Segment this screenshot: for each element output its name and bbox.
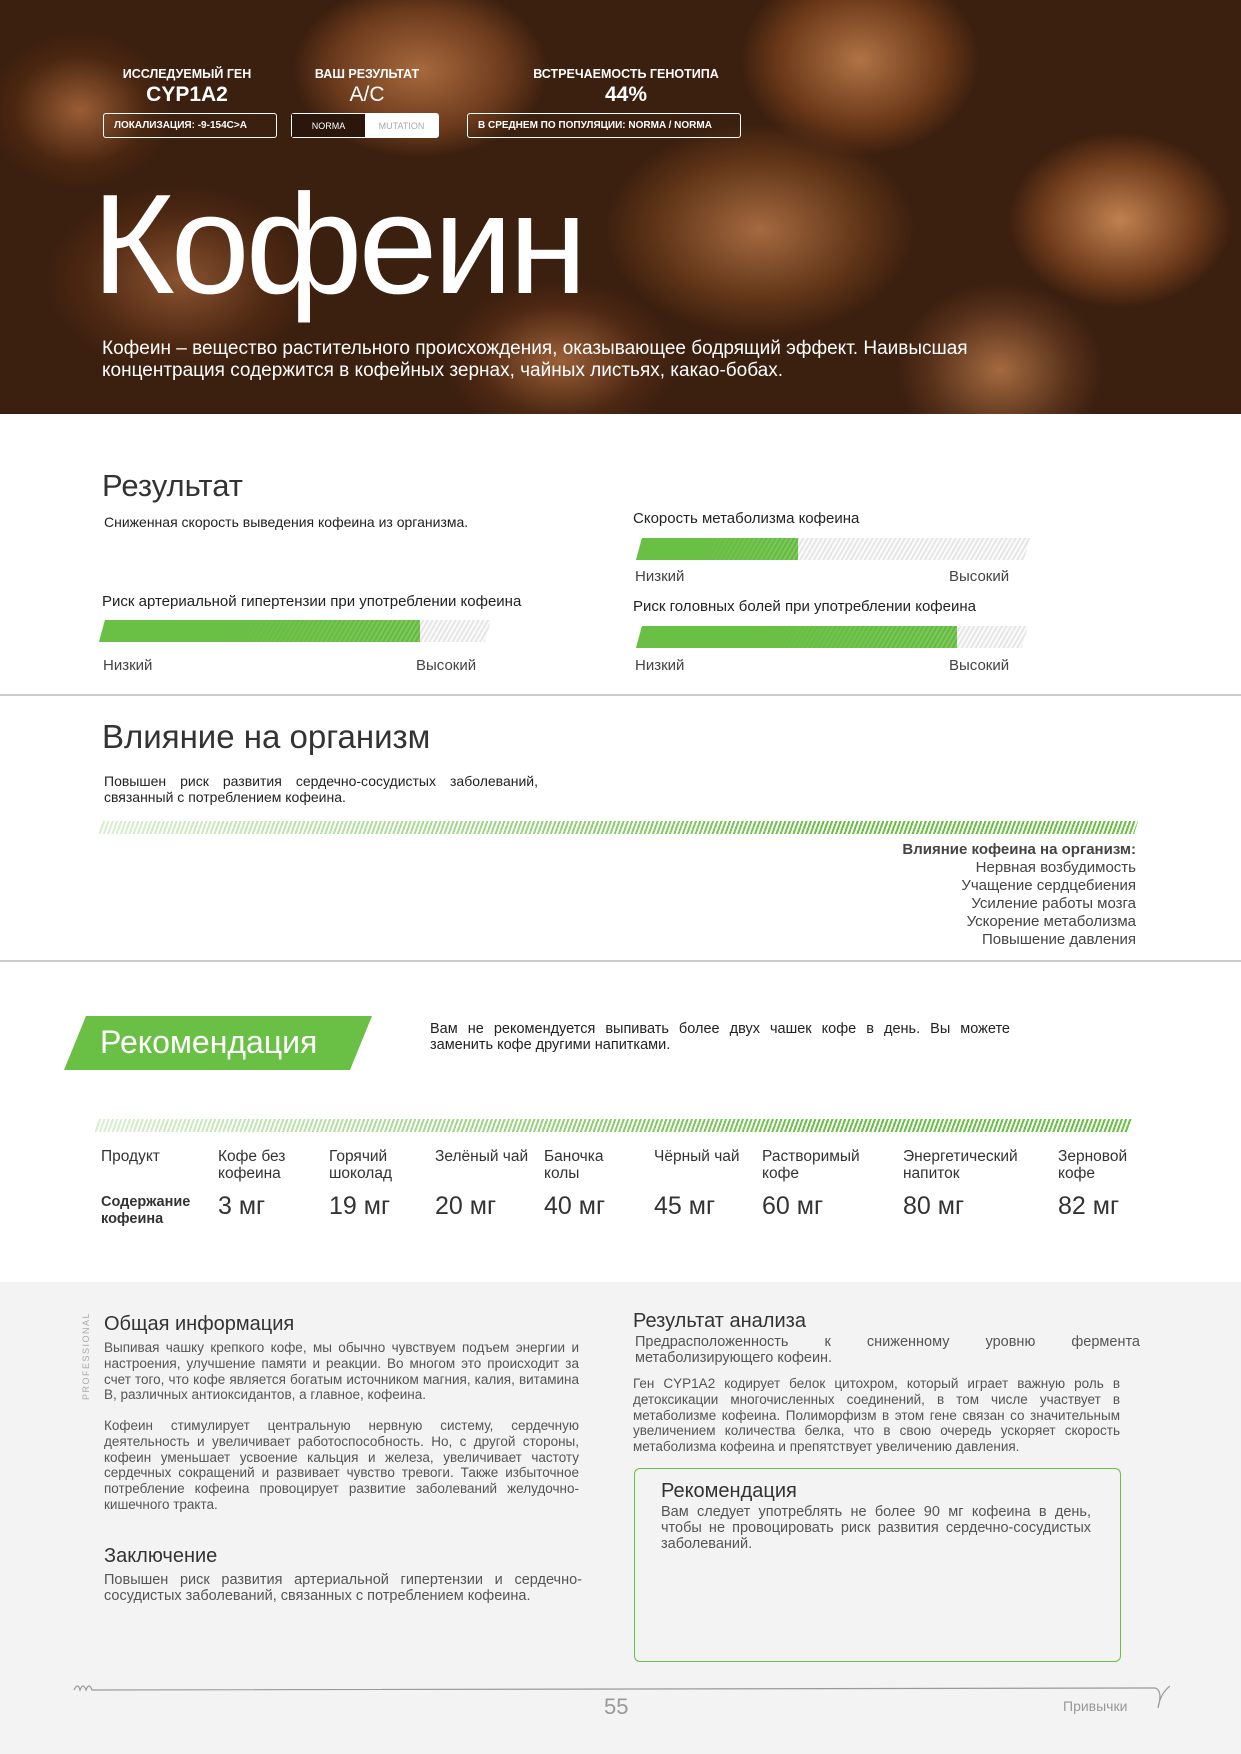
caffeine-content: 60 мг: [762, 1192, 824, 1220]
effects-title: Влияние кофеина на организм:: [902, 841, 1136, 858]
result-text: Сниженная скорость выведения кофеина из …: [104, 514, 469, 530]
info-title: Заключение: [104, 1545, 218, 1567]
product-name: Зерновой кофе: [1058, 1148, 1128, 1182]
bar-label: Риск артериальной гипертензии при употре…: [102, 593, 522, 610]
info-text: Выпивая чашку крепкого кофе, мы обычно ч…: [104, 1340, 579, 1403]
info-title: Результат анализа: [633, 1310, 806, 1332]
divider: [0, 960, 1241, 962]
caffeine-content: 20 мг: [435, 1192, 497, 1220]
effect-item: Нервная возбудимость: [975, 859, 1136, 876]
high-label: Высокий: [949, 568, 1010, 585]
frequency-label: ВСТРЕЧАЕМОСТЬ ГЕНОТИПА: [533, 67, 719, 81]
section-title: Влияние на организм: [102, 718, 431, 755]
bar-track: [99, 620, 491, 642]
population: В СРЕДНЕМ ПО ПОПУЛЯЦИИ: NORMA / NORMA: [478, 120, 712, 131]
gene-value: CYP1A2: [146, 83, 228, 106]
info-text: Кофеин стимулирует центральную нервную с…: [104, 1418, 579, 1512]
bar-fill: [99, 620, 420, 642]
effect-item: Ускорение метаболизма: [966, 913, 1136, 930]
page-number: 55: [604, 1694, 629, 1719]
high-label: Высокий: [949, 657, 1010, 674]
effect-item: Повышение давления: [981, 931, 1136, 948]
bar-track: [636, 626, 1028, 648]
decor-bar: [95, 1119, 1133, 1132]
info-background: [0, 1282, 1241, 1754]
footer-line: [73, 1685, 1170, 1709]
low-label: Низкий: [103, 657, 153, 674]
localization: ЛОКАЛИЗАЦИЯ: -9-154C>A: [114, 120, 247, 131]
low-label: Низкий: [635, 568, 685, 585]
caffeine-content: 40 мг: [544, 1192, 606, 1220]
side-label: PROFESSIONAL: [81, 1311, 91, 1400]
product-name: Растворимый кофе: [762, 1148, 860, 1182]
section-title: Рекомендация: [100, 1024, 318, 1060]
caffeine-content: 82 мг: [1058, 1192, 1120, 1220]
gene-label: ИССЛЕДУЕМЫЙ ГЕН: [122, 67, 252, 81]
caffeine-content: 80 мг: [903, 1192, 965, 1220]
info-text: Вам следует употреблять не более 90 мг к…: [661, 1504, 1091, 1552]
influence-text: Повышен риск развития сердечно-сосудисты…: [104, 773, 538, 805]
page-title: Кофеин: [92, 165, 587, 324]
effect-item: Учащение сердцебиения: [961, 877, 1136, 894]
table-header: Продукт: [101, 1148, 160, 1165]
norma-option: NORMA: [292, 114, 365, 137]
divider: [0, 694, 1241, 696]
caffeine-content: 3 мг: [218, 1192, 266, 1220]
product-name: Энергетический напиток: [903, 1148, 1018, 1182]
result-value: A/C: [349, 83, 385, 106]
caffeine-content: 45 мг: [654, 1192, 716, 1220]
product-name: Чёрный чай: [654, 1148, 740, 1165]
product-name: Кофе без кофеина: [218, 1148, 286, 1182]
frequency-value: 44%: [604, 83, 648, 106]
mutation-option: MUTATION: [365, 114, 438, 137]
bar-fill: [636, 538, 798, 560]
product-name: Горячий шоколад: [329, 1148, 392, 1182]
localization-box: ЛОКАЛИЗАЦИЯ: -9-154C>A: [103, 113, 277, 138]
section-title: Результат: [102, 468, 243, 503]
bar-label: Скорость метаболизма кофеина: [633, 510, 860, 527]
hero-image: [0, 0, 1241, 414]
info-text: Ген CYP1A2 кодирует белок цитохром, кото…: [633, 1376, 1120, 1455]
description: Кофеин – вещество растительного происхож…: [102, 338, 968, 381]
footer-section: Привычки: [1063, 1698, 1128, 1714]
recommendation-text: Вам не рекомендуется выпивать более двух…: [430, 1021, 1010, 1053]
genotype-switch: NORMA MUTATION: [291, 113, 439, 138]
caffeine-content: 19 мг: [329, 1192, 391, 1220]
recommendation-box: [634, 1468, 1121, 1662]
effect-item: Усиление работы мозга: [971, 895, 1136, 912]
bar-track: [636, 538, 1030, 560]
table-header: Содержание кофеина: [101, 1194, 191, 1227]
recommendation-banner: [64, 1016, 372, 1070]
bar-label: Риск головных болей при употреблении коф…: [633, 598, 976, 615]
info-text: Предрасположенность к сниженному уровню …: [635, 1334, 1140, 1366]
product-name: Зелёный чай: [435, 1148, 529, 1165]
info-title: Рекомендация: [661, 1480, 797, 1502]
bar-fill: [636, 626, 957, 648]
info-text: Повышен риск развития артериальной гипер…: [104, 1572, 582, 1604]
product-name: Баночка колы: [544, 1148, 604, 1182]
population-box: В СРЕДНЕМ ПО ПОПУЛЯЦИИ: NORMA / NORMA: [467, 113, 741, 138]
high-label: Высокий: [416, 657, 477, 674]
low-label: Низкий: [635, 657, 685, 674]
decor-bar: [99, 821, 1138, 834]
result-label: ВАШ РЕЗУЛЬТАТ: [314, 67, 420, 81]
info-title: Общая информация: [104, 1313, 295, 1335]
